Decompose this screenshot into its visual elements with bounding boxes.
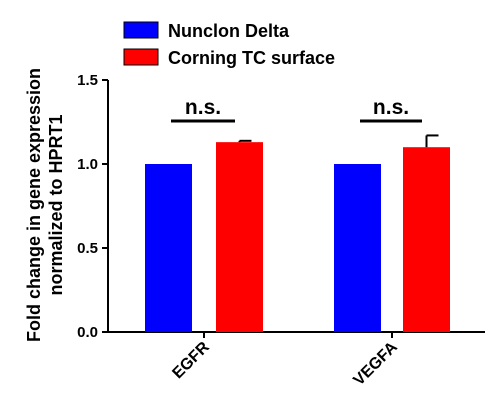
y-axis-label-line-2: normalized to HPRT1 <box>46 114 66 295</box>
x-tick-label-egfr: EGFR <box>169 338 213 382</box>
y-tick-label-3: 1.5 <box>77 72 98 89</box>
bar-egfr-corning-tc-surface <box>216 142 263 332</box>
legend-swatch-nunclon-delta <box>123 21 159 39</box>
significance-label-vegfa: n.s. <box>373 96 409 119</box>
legend-label-nunclon-delta: Nunclon Delta <box>168 21 290 41</box>
bar-vegfa-nunclon-delta <box>334 164 381 332</box>
bar-vegfa-corning-tc-surface <box>403 147 450 332</box>
y-tick-label-1: 0.5 <box>77 240 98 257</box>
significance-label-egfr: n.s. <box>185 96 221 119</box>
plot-area: 0.0 0.5 1.0 1.5 EGFR VEGFA n.s. n.s. <box>77 72 485 389</box>
legend-swatch-corning-tc-surface <box>123 48 159 66</box>
bar-egfr-nunclon-delta <box>145 164 192 332</box>
y-tick-label-0: 0.0 <box>77 324 98 341</box>
legend-label-corning-tc-surface: Corning TC surface <box>168 48 335 68</box>
x-tick-label-vegfa: VEGFA <box>350 338 401 389</box>
legend: Nunclon Delta Corning TC surface <box>123 21 335 68</box>
y-tick-label-2: 1.0 <box>77 156 98 173</box>
y-axis-label-line-1: Fold change in gene expression <box>24 68 44 342</box>
